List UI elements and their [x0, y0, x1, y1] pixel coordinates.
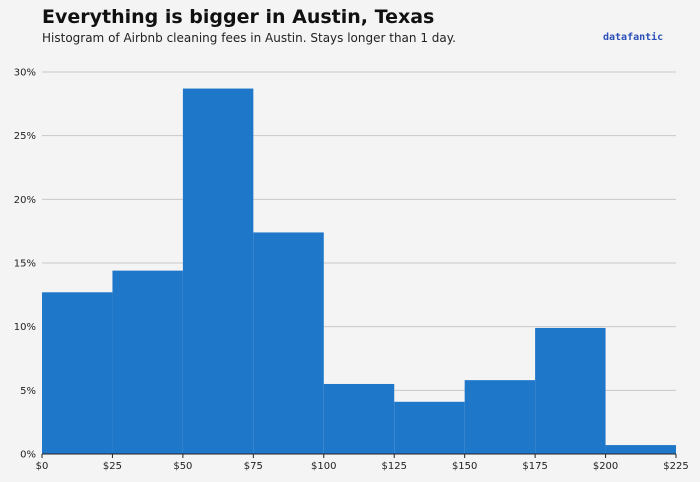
histogram-bar — [182, 88, 254, 454]
histogram-bar — [323, 383, 395, 454]
y-tick-label: 20% — [14, 195, 36, 206]
x-tick-label: $50 — [173, 461, 192, 472]
x-tick-label: $75 — [244, 461, 263, 472]
x-tick-label: $225 — [663, 461, 688, 472]
x-tick-label: $25 — [103, 461, 122, 472]
histogram-bars — [42, 88, 676, 454]
y-tick-label: 10% — [14, 322, 36, 333]
y-tick-label: 15% — [14, 259, 36, 270]
y-tick-label: 30% — [14, 68, 36, 79]
x-tick-label: $125 — [381, 461, 406, 472]
chart-subtitle: Histogram of Airbnb cleaning fees in Aus… — [42, 31, 456, 45]
histogram-bar — [42, 292, 113, 454]
y-tick-label: 25% — [14, 131, 36, 142]
x-tick-label: $0 — [36, 461, 49, 472]
histogram-bar — [464, 380, 536, 454]
chart-title: Everything is bigger in Austin, Texas — [42, 6, 435, 28]
histogram-bar — [112, 270, 183, 454]
histogram-bar — [394, 401, 465, 454]
x-tick-label: $175 — [522, 461, 547, 472]
y-tick-label: 0% — [20, 450, 36, 461]
axes: 0% 5% 10% 15% 20% 25% 30% $0 $25 $50 $75 $100 $125 $1… — [14, 68, 689, 473]
x-tick-label: $150 — [452, 461, 477, 472]
x-tick-label: $200 — [593, 461, 618, 472]
histogram-bar — [605, 445, 676, 454]
x-tick-label: $100 — [311, 461, 336, 472]
y-tick-label: 5% — [20, 386, 36, 397]
histogram-bar — [535, 327, 606, 454]
histogram-bar — [253, 232, 324, 454]
brand-logo: datafantic — [603, 32, 664, 43]
